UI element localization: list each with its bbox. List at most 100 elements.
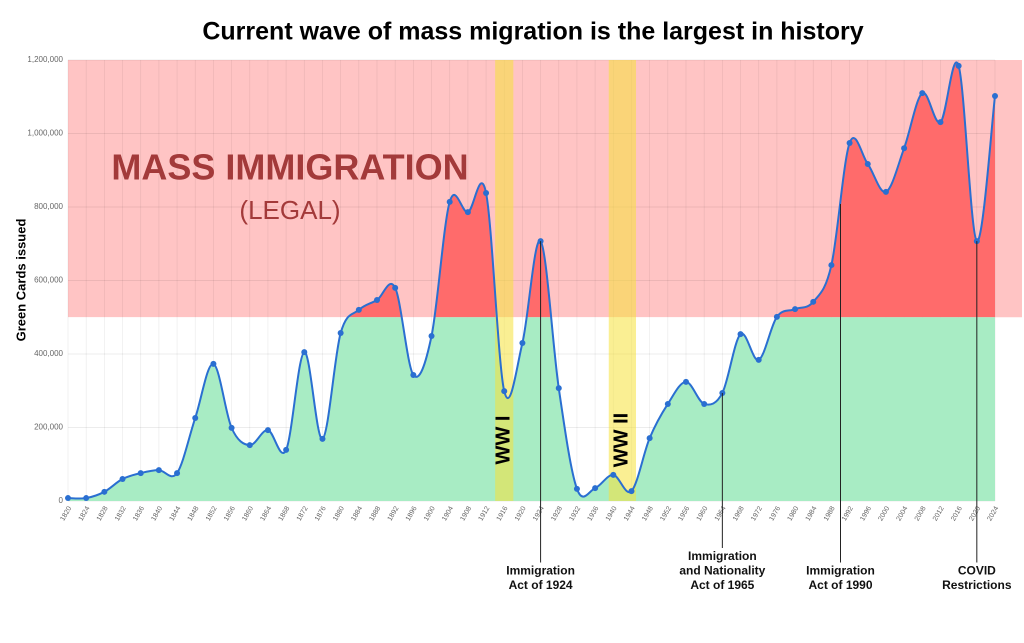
- x-tick-label: 1880: [332, 505, 346, 522]
- x-tick-label: 2000: [877, 505, 891, 522]
- x-tick-label: 2016: [950, 505, 964, 522]
- x-tick-label: 1944: [623, 505, 637, 522]
- x-tick-label: 2008: [914, 505, 928, 522]
- point: [737, 331, 744, 338]
- x-tick-label: 1912: [478, 505, 492, 522]
- x-tick-label: 1824: [78, 505, 92, 522]
- x-tick-label: 2024: [986, 505, 1000, 522]
- y-tick-label: 200,000: [34, 423, 63, 432]
- point: [83, 495, 90, 502]
- zone-label: MASS IMMIGRATION: [111, 147, 468, 188]
- y-tick-label: 600,000: [34, 276, 63, 285]
- y-tick-label: 0: [59, 496, 64, 505]
- point: [246, 442, 253, 449]
- x-tick-label: 1968: [732, 505, 746, 522]
- point: [464, 209, 471, 216]
- point: [610, 471, 617, 478]
- point: [210, 360, 217, 367]
- annotation-text: Immigration: [688, 549, 757, 563]
- point: [901, 145, 908, 152]
- x-tick-label: 1900: [423, 505, 437, 522]
- annotation-text: Act of 1965: [690, 578, 754, 592]
- annotation-text: Immigration: [806, 564, 875, 578]
- point: [864, 161, 871, 168]
- x-tick-label: 1888: [368, 505, 382, 522]
- war-band: [495, 60, 514, 501]
- x-tick-label: 1992: [841, 505, 855, 522]
- point: [828, 262, 835, 269]
- area-below: [68, 317, 995, 501]
- point: [428, 332, 435, 339]
- point: [519, 339, 526, 346]
- x-tick-label: 2020: [968, 505, 982, 522]
- x-tick-label: 1864: [259, 505, 273, 522]
- point: [319, 435, 326, 442]
- x-tick-label: 1876: [314, 505, 328, 522]
- point: [773, 313, 780, 320]
- point: [937, 119, 944, 126]
- point: [264, 427, 271, 434]
- annotation-text: and Nationality: [679, 564, 765, 578]
- point: [646, 435, 653, 442]
- war-band: [608, 60, 637, 501]
- point: [446, 198, 453, 205]
- point: [337, 330, 344, 337]
- x-tick-label: 1948: [641, 505, 655, 522]
- point: [701, 400, 708, 407]
- point: [664, 400, 671, 407]
- point: [955, 62, 962, 69]
- x-tick-label: 1996: [859, 505, 873, 522]
- point: [992, 93, 998, 100]
- x-tick-label: 1904: [441, 505, 455, 522]
- point: [137, 470, 144, 477]
- point: [283, 446, 290, 453]
- x-tick-label: 1932: [568, 505, 582, 522]
- point: [374, 296, 380, 303]
- x-tick-label: 1964: [714, 505, 728, 522]
- x-tick-label: 1892: [387, 505, 401, 522]
- x-tick-label: 1952: [659, 505, 673, 522]
- x-tick-label: 1908: [459, 505, 473, 522]
- x-tick-label: 1896: [405, 505, 419, 522]
- point: [301, 349, 308, 356]
- point: [174, 470, 181, 477]
- point: [155, 467, 162, 474]
- x-tick-label: 1856: [223, 505, 237, 522]
- y-tick-label: 1,200,000: [27, 55, 63, 64]
- x-tick-label: 1956: [677, 505, 691, 522]
- x-tick-label: 1984: [805, 505, 819, 522]
- x-tick-label: 1916: [496, 505, 510, 522]
- x-tick-label: 1928: [550, 505, 564, 522]
- point: [483, 190, 490, 197]
- point: [501, 388, 508, 395]
- x-tick-label: 1852: [205, 505, 219, 522]
- point: [192, 414, 199, 421]
- x-tick-label: 1848: [187, 505, 201, 522]
- x-tick-label: 1828: [96, 505, 110, 522]
- point: [846, 140, 853, 147]
- war-label: WW II: [611, 413, 633, 467]
- point: [628, 488, 635, 495]
- y-tick-label: 1,000,000: [27, 129, 63, 138]
- point: [355, 306, 362, 313]
- y-tick-label: 800,000: [34, 202, 63, 211]
- annotation-text: Act of 1990: [808, 578, 872, 592]
- x-tick-label: 1924: [532, 505, 546, 522]
- point: [65, 495, 71, 502]
- y-tick-label: 400,000: [34, 349, 63, 358]
- x-tick-label: 1936: [587, 505, 601, 522]
- x-tick-label: 1976: [768, 505, 782, 522]
- x-tick-label: 1920: [514, 505, 528, 522]
- x-tick-label: 1980: [787, 505, 801, 522]
- annotation-text: Restrictions: [942, 578, 1012, 592]
- x-tick-label: 1860: [241, 505, 255, 522]
- point: [410, 371, 417, 378]
- x-tick-label: 1820: [59, 505, 73, 522]
- chart-title: Current wave of mass migration is the la…: [202, 18, 863, 46]
- y-axis-label: Green Cards issued: [13, 219, 28, 342]
- x-tick-label: 1844: [169, 505, 183, 522]
- x-tick-label: 2012: [932, 505, 946, 522]
- x-tick-label: 1960: [696, 505, 710, 522]
- x-tick-label: 1836: [132, 505, 146, 522]
